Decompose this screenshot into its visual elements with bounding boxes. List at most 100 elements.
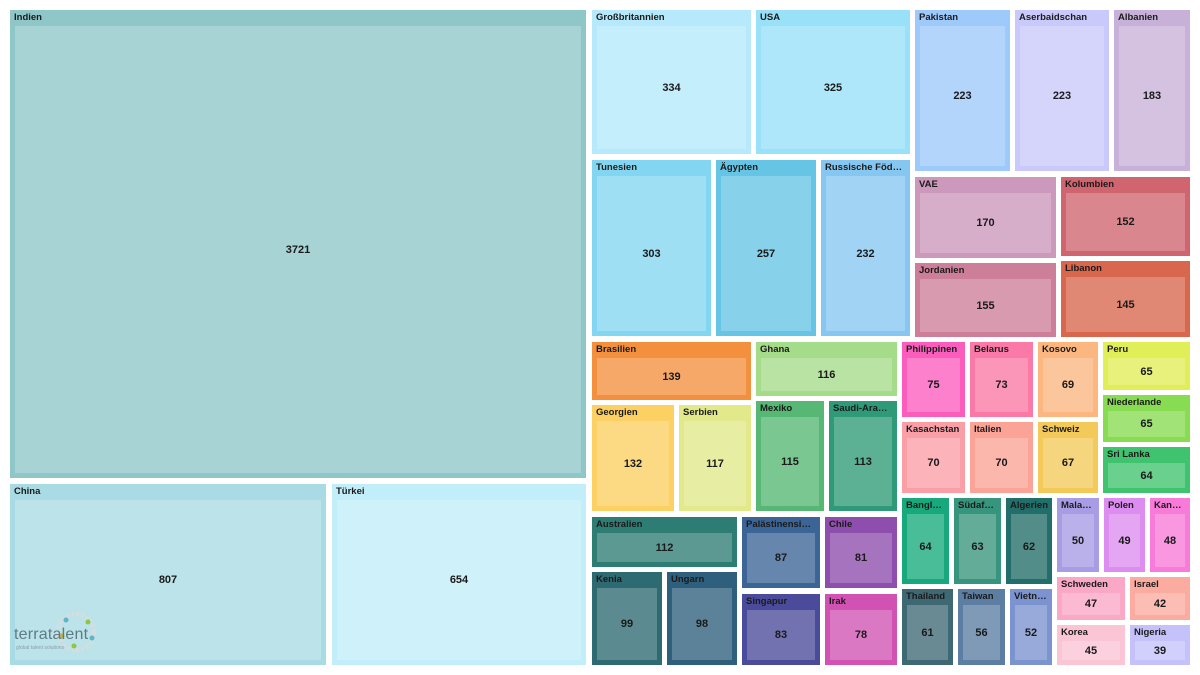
tile-value: 132 (623, 457, 643, 470)
treemap-tile-vae: VAE 170 (913, 175, 1058, 260)
tile-label: Palästinensisch... (746, 519, 816, 530)
tile-body: 62 (1011, 514, 1047, 579)
tile-body: 223 (920, 26, 1005, 166)
treemap-tile-italien: Italien 70 (968, 420, 1035, 495)
tile-body: 81 (830, 533, 892, 583)
treemap-tile-ghana: Ghana 116 (754, 340, 899, 398)
tile-body: 63 (959, 514, 996, 579)
tile-label: Mexiko (760, 403, 793, 414)
treemap-tile-jordanien: Jordanien 155 (913, 261, 1058, 339)
tile-value: 303 (642, 247, 661, 260)
tile-label: Sri Lanka (1107, 449, 1150, 460)
treemap-tile-kosovo: Kosovo 69 (1036, 340, 1100, 419)
treemap-tile-sri-lanka: Sri Lanka 64 (1101, 445, 1192, 495)
tile-label: Schweden (1061, 579, 1108, 590)
treemap-tile-vietnam: Vietnam 52 (1008, 587, 1054, 667)
tile-value: 83 (774, 629, 788, 641)
tile-body: 334 (597, 26, 746, 149)
treemap-tile-russische-foederat: Russische Föderat... 232 (819, 158, 912, 338)
tile-value: 42 (1153, 598, 1167, 610)
tile-body: 232 (826, 176, 905, 331)
tile-label: Saudi-Arabien (833, 403, 893, 414)
tile-value: 223 (1052, 90, 1072, 102)
tile-body: 183 (1119, 26, 1185, 166)
tile-value: 45 (1084, 644, 1098, 657)
tile-value: 155 (976, 299, 995, 312)
tile-value: 232 (856, 247, 875, 260)
treemap-tile-kolumbien: Kolumbien 152 (1059, 175, 1192, 258)
tile-body: 78 (830, 610, 892, 660)
treemap-tile-polen: Polen 49 (1102, 496, 1147, 574)
tile-value: 70 (995, 457, 1008, 469)
tile-value: 50 (1071, 534, 1085, 547)
tile-label: USA (760, 12, 781, 23)
treemap-tile-niederlande: Niederlande 65 (1101, 393, 1192, 444)
tile-label: Aserbaidschan (1019, 12, 1088, 23)
treemap-tile-suedafrika: Südafrika 63 (952, 496, 1003, 586)
tile-label: Philippinen (906, 344, 958, 355)
tile-body: 75 (907, 358, 960, 412)
tile-label: Ägypten (720, 162, 758, 173)
tile-value: 78 (854, 629, 868, 641)
tile-body: 116 (761, 358, 892, 391)
tile-label: Malays... (1061, 500, 1095, 511)
tile-body: 42 (1135, 593, 1185, 615)
tile-label: Polen (1108, 500, 1134, 511)
treemap-tile-australien: Australien 112 (590, 515, 739, 569)
tile-value: 64 (1140, 469, 1153, 482)
tile-body: 98 (672, 588, 732, 660)
treemap-tile-malays: Malays... 50 (1055, 496, 1101, 574)
tile-label: Georgien (596, 407, 638, 418)
tile-body: 3721 (15, 26, 581, 473)
tile-value: 64 (919, 540, 932, 553)
tile-body: 65 (1108, 411, 1185, 437)
treemap-tile-aegypten: Ägypten 257 (714, 158, 818, 338)
treemap-tile-tuerkei: Türkei 654 (330, 482, 588, 667)
tile-body: 67 (1043, 438, 1093, 488)
treemap-tile-kasachstan: Kasachstan 70 (900, 420, 967, 495)
tile-value: 116 (817, 368, 836, 381)
tile-body: 807 (15, 500, 321, 660)
tile-value: 139 (662, 370, 681, 383)
tile-body: 69 (1043, 358, 1093, 412)
tile-body: 223 (1020, 26, 1104, 166)
treemap-tile-palaestinensisch: Palästinensisch... 87 (740, 515, 822, 590)
treemap-tile-libanon: Libanon 145 (1059, 259, 1192, 339)
tile-body: 83 (747, 610, 815, 660)
treemap-tile-schweden: Schweden 47 (1055, 575, 1127, 622)
treemap-tile-thailand: Thailand 61 (900, 587, 955, 667)
tile-label: Kasachstan (906, 424, 960, 435)
tile-body: 64 (907, 514, 944, 579)
tile-body: 52 (1015, 605, 1047, 660)
tile-label: Banglad... (906, 500, 945, 511)
tile-body: 70 (907, 438, 960, 488)
tile-body: 70 (975, 438, 1028, 488)
tile-body: 99 (597, 588, 657, 660)
tile-body: 145 (1066, 277, 1185, 332)
tile-value: 223 (953, 90, 972, 102)
tile-value: 56 (975, 626, 988, 639)
tile-label: Singapur (746, 596, 788, 607)
treemap-tile-belarus: Belarus 73 (968, 340, 1035, 419)
treemap-tile-peru: Peru 65 (1101, 340, 1192, 392)
treemap-tile-albanien: Albanien 183 (1112, 8, 1192, 173)
tile-label: Libanon (1065, 263, 1102, 274)
tile-body: 61 (907, 605, 948, 660)
tile-value: 170 (976, 217, 995, 229)
treemap-tile-georgien: Georgien 132 (590, 403, 676, 513)
tile-value: 807 (158, 574, 178, 586)
treemap-tile-serbien: Serbien 117 (677, 403, 753, 513)
tile-value: 112 (655, 541, 674, 554)
tile-label: Russische Föderat... (825, 162, 906, 173)
tile-value: 113 (854, 455, 872, 468)
tile-label: Belarus (974, 344, 1009, 355)
tile-value: 39 (1153, 644, 1167, 657)
tile-label: Kanada (1154, 500, 1186, 511)
tile-label: Südafrika (958, 500, 997, 511)
tile-value: 73 (995, 379, 1008, 391)
tile-body: 117 (684, 421, 746, 506)
treemap-tile-ungarn: Ungarn 98 (665, 570, 739, 667)
tile-value: 67 (1061, 457, 1075, 469)
tile-body: 73 (975, 358, 1028, 412)
tile-value: 87 (774, 552, 788, 564)
